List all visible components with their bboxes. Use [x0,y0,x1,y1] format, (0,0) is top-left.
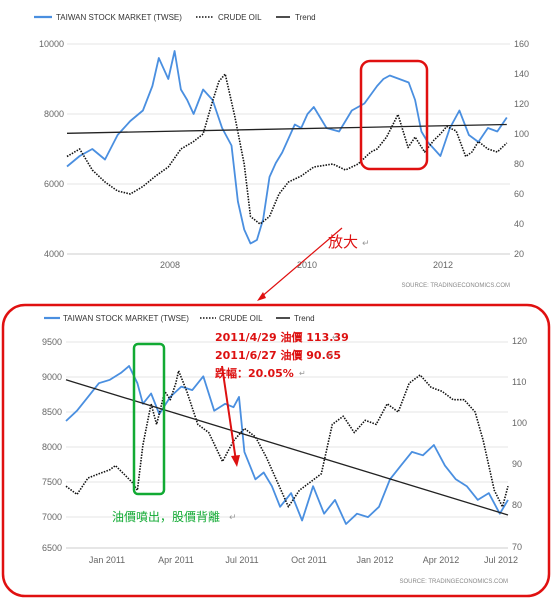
top-y-right-tick: 100 [514,129,529,139]
annotation-divergence-note: 油價噴出，股價背離 [112,510,220,524]
bottom-y-left-tick: 9000 [42,372,62,382]
bottom-x-tick: Jan 2011 [89,555,125,565]
top-y-right-tick: 20 [514,249,524,259]
bottom-plot-area [65,365,509,525]
legend-label-oil: CRUDE OIL [219,314,263,323]
legend-label-stock: TAIWAN STOCK MARKET (TWSE) [63,314,189,323]
bottom-y-right-tick: 80 [512,500,522,510]
series-line-stock [66,50,508,245]
bottom-y-left-tick: 7500 [42,477,62,487]
bottom-frame [1,303,551,598]
bottom-green-highlight-box [132,342,166,496]
series-line-oil [65,369,509,508]
drop-arrow-line [221,365,237,462]
annotation-drop-pct: 跌幅：20.05% [215,366,294,380]
bottom-y-left-tick: 8000 [42,442,62,452]
bottom-source-label: SOURCE: TRADINGECONOMICS.COM [399,579,508,585]
top-y-right-tick: 40 [514,219,524,229]
return-mark-glyph: ↵ [299,369,306,378]
top-y-right-tick: 80 [514,159,524,169]
top-x-tick: 2008 [160,260,180,270]
legend-label-oil: CRUDE OIL [218,13,262,22]
bottom-y-right-tick: 90 [512,459,522,469]
top-x-tick: 2012 [433,260,453,270]
top-y-left-tick: 8000 [44,109,64,119]
top-plot-area [66,50,508,245]
return-mark-glyph: ↵ [332,333,339,342]
bottom-y-left-tick: 9500 [42,337,62,347]
bottom-chart-legend: TAIWAN STOCK MARKET (TWSE) CRUDE OIL Tre… [44,314,315,323]
bottom-y-left-tick: 6500 [42,543,62,553]
series-line-trend [66,123,507,134]
bottom-y-left-tick: 8500 [42,407,62,417]
return-mark-glyph: ↵ [327,351,334,360]
series-line-oil [66,73,508,225]
bottom-x-tick: Jul 2012 [484,555,518,565]
legend-label-trend: Trend [295,13,316,22]
zoom-arrow-line [259,227,343,299]
zoom-callout-label: 放大 [328,233,358,251]
bottom-chart: TAIWAN STOCK MARKET (TWSE) CRUDE OIL Tre… [42,314,527,585]
top-y-left-tick: 4000 [44,249,64,259]
legend-label-stock: TAIWAN STOCK MARKET (TWSE) [56,13,182,22]
bottom-x-tick: Jul 2011 [225,555,258,565]
bottom-x-tick: Apr 2012 [423,555,460,565]
bottom-x-tick: Apr 2011 [158,555,194,565]
drop-arrow-head [231,455,240,467]
bottom-y-right-tick: 120 [512,336,527,346]
return-mark-glyph: ↵ [229,513,237,523]
top-chart: TAIWAN STOCK MARKET (TWSE) CRUDE OIL Tre… [34,13,529,289]
bottom-y-left-tick: 7000 [42,512,62,522]
top-y-right-tick: 60 [514,189,524,199]
top-y-right-tick: 160 [514,39,529,49]
bottom-y-right-tick: 100 [512,418,527,428]
bottom-x-tick: Jan 2012 [356,555,393,565]
series-line-trend [65,379,509,516]
bottom-y-right-tick: 70 [512,542,522,552]
series-line-stock [65,365,509,525]
zoom-arrow-head [257,292,266,301]
top-y-right-tick: 120 [514,99,529,109]
legend-label-trend: Trend [294,314,315,323]
top-chart-legend: TAIWAN STOCK MARKET (TWSE) CRUDE OIL Tre… [34,13,316,22]
top-y-left-tick: 10000 [39,39,64,49]
annotation-peak-price: 2011/4/29 油價 113.39 [215,330,349,344]
top-y-right-tick: 140 [514,69,529,79]
top-highlight-box [359,59,429,171]
top-y-left-tick: 6000 [44,179,64,189]
annotation-later-price: 2011/6/27 油價 90.65 [215,348,341,362]
top-source-label: SOURCE: TRADINGECONOMICS.COM [401,283,510,289]
bottom-x-tick: Oct 2011 [291,555,327,565]
return-mark-glyph: ↵ [362,239,370,249]
top-x-tick: 2010 [297,260,317,270]
bottom-y-right-tick: 110 [512,377,526,387]
